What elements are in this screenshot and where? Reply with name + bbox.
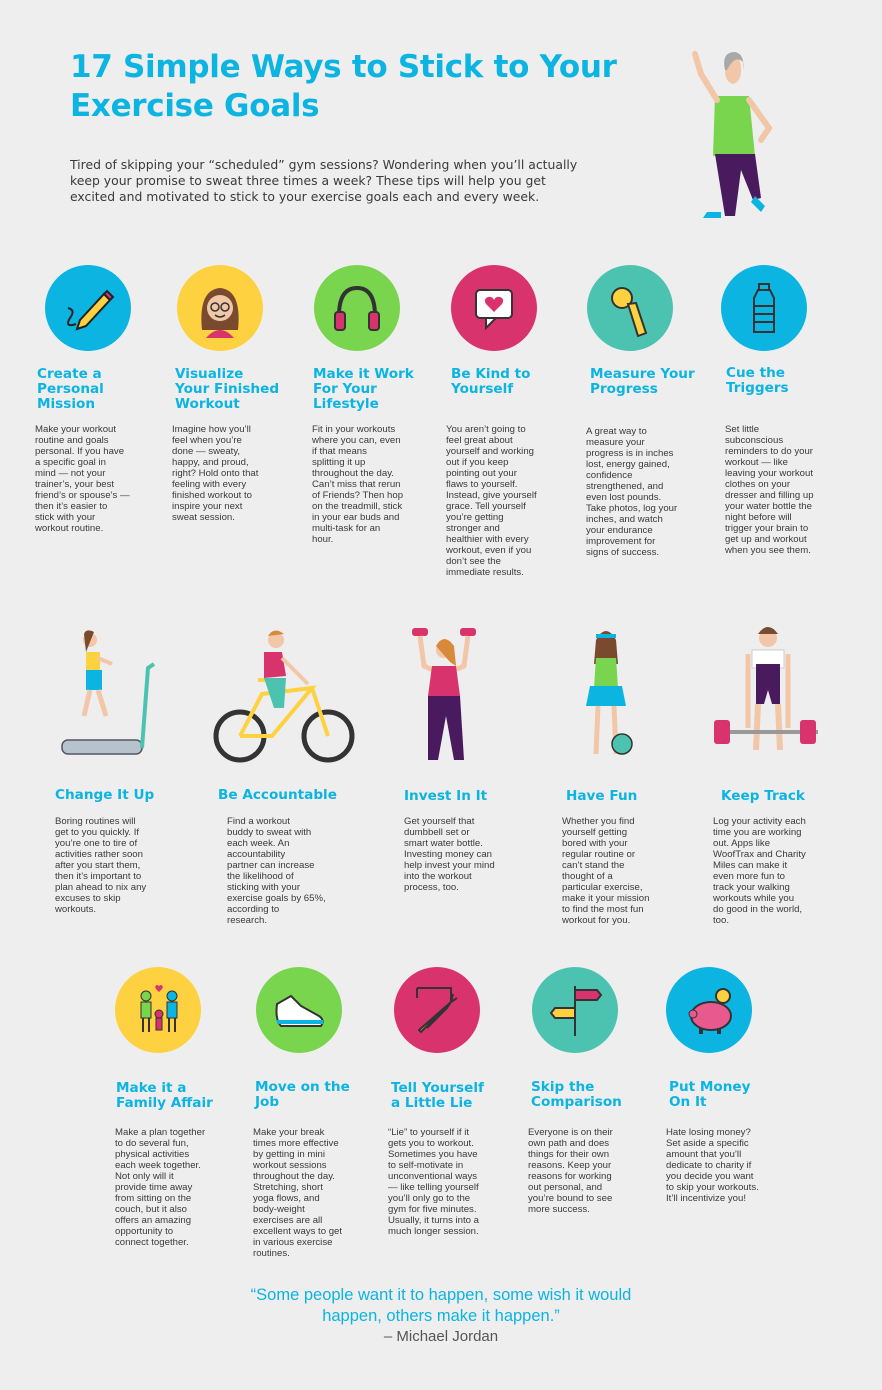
tip-title: Create a Personal Mission bbox=[37, 366, 104, 412]
tip-body: Get yourself that dumbbell set or smart … bbox=[404, 816, 495, 893]
tip-body: Imagine how you’ll feel when you’re done… bbox=[172, 424, 259, 523]
weightlifter-icon bbox=[712, 624, 822, 764]
page-title: 17 Simple Ways to Stick to Your Exercise… bbox=[70, 49, 617, 124]
tip-title: Make it a Family Affair bbox=[116, 1080, 213, 1111]
tip-body: Find a workout buddy to sweat with each … bbox=[227, 816, 326, 926]
tip-body: You aren’t going to feel great about you… bbox=[446, 424, 537, 578]
tip-body: Fit in your workouts where you can, even… bbox=[312, 424, 404, 545]
tip-body: Set little subconscious reminders to do … bbox=[725, 424, 814, 556]
tip-body: Make your workout routine and goals pers… bbox=[35, 424, 130, 534]
tip-title: Change It Up bbox=[55, 787, 155, 803]
tip-body: Boring routines will get to you quickly.… bbox=[55, 816, 147, 915]
sneaker-icon bbox=[256, 967, 342, 1053]
tip-title: Put Money On It bbox=[669, 1079, 751, 1110]
tip-body: Make a plan together to do several fun, … bbox=[115, 1127, 206, 1248]
water-bottle-icon bbox=[721, 265, 807, 351]
family-icon bbox=[115, 967, 201, 1053]
tape-measure-icon bbox=[587, 265, 673, 351]
cyclist-icon bbox=[212, 628, 357, 764]
tip-body: A great way to measure your progress is … bbox=[586, 426, 678, 558]
tip-body: Everyone is on their own path and does t… bbox=[528, 1127, 613, 1215]
tip-title: Cue the Triggers bbox=[726, 365, 789, 396]
heart-speech-bubble-icon bbox=[451, 265, 537, 351]
tip-title: Have Fun bbox=[566, 788, 638, 804]
tip-body: Hate losing money? Set aside a specific … bbox=[666, 1127, 759, 1204]
woman-face-icon bbox=[177, 265, 263, 351]
treadmill-runner-icon bbox=[58, 628, 158, 764]
signpost-icon bbox=[532, 967, 618, 1053]
dumbbell-woman-icon bbox=[408, 620, 488, 770]
tip-title: Keep Track bbox=[721, 788, 805, 804]
tip-title: Tell Yourself a Little Lie bbox=[391, 1080, 484, 1111]
tennis-player-icon bbox=[580, 628, 640, 764]
tip-body: “Lie” to yourself if it gets you to work… bbox=[388, 1127, 479, 1237]
tip-title: Skip the Comparison bbox=[531, 1079, 622, 1110]
piggy-bank-icon bbox=[666, 967, 752, 1053]
tip-body: Log your activity each time you are work… bbox=[713, 816, 806, 926]
tip-body: Whether you find yourself getting bored … bbox=[562, 816, 650, 926]
tip-title: Move on the Job bbox=[255, 1079, 350, 1110]
intro-text: Tired of skipping your “scheduled” gym s… bbox=[70, 157, 578, 204]
walking-woman-illustration bbox=[685, 48, 785, 220]
tip-title: Measure Your Progress bbox=[590, 366, 695, 397]
headphones-icon bbox=[314, 265, 400, 351]
tip-body: Make your break times more effective by … bbox=[253, 1127, 343, 1259]
footer-quote: “Some people want it to happen, some wis… bbox=[250, 1286, 632, 1325]
tip-title: Make it Work For Your Lifestyle bbox=[313, 366, 414, 412]
tip-title: Invest In It bbox=[404, 788, 488, 804]
pencil-icon bbox=[45, 265, 131, 351]
tip-title: Be Kind to Yourself bbox=[451, 366, 531, 397]
tip-title: Be Accountable bbox=[218, 787, 337, 803]
tip-title: Visualize Your Finished Workout bbox=[175, 366, 280, 412]
quote-author: – Michael Jordan bbox=[383, 1328, 499, 1345]
carrot-on-stick-icon bbox=[394, 967, 480, 1053]
